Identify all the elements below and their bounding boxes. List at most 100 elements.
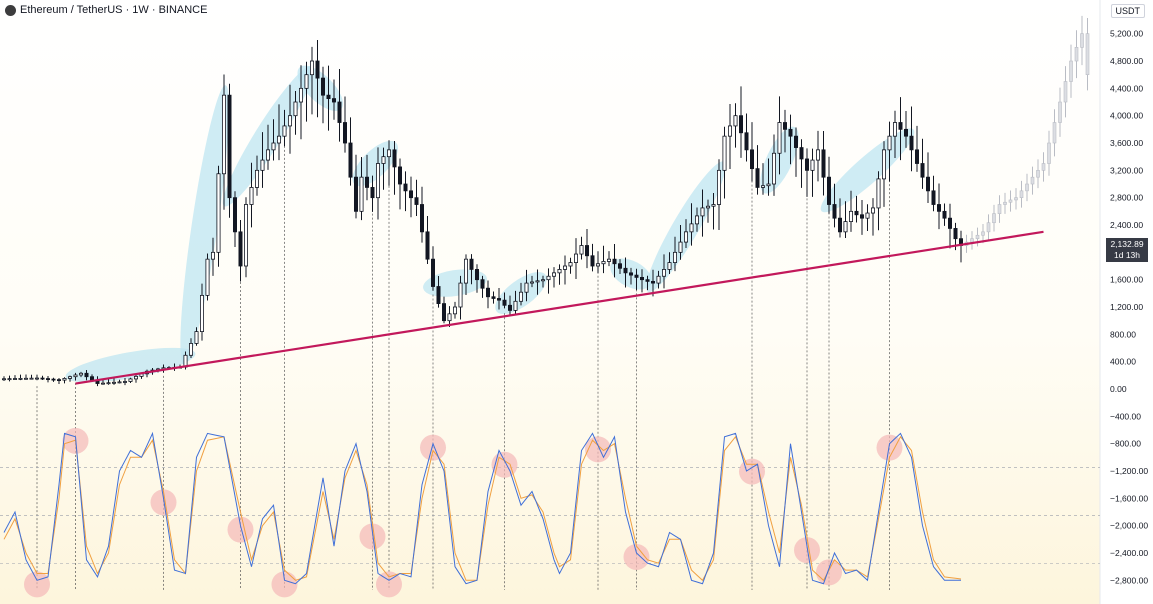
candle-body (304, 74, 309, 89)
candle-body (188, 343, 193, 356)
candle-body (579, 245, 584, 255)
price-axis-background (1100, 0, 1153, 604)
candle-body (953, 228, 958, 240)
candle-body (766, 183, 771, 187)
candle-body (337, 101, 342, 123)
candle-body (23, 377, 28, 380)
candle-body (68, 376, 73, 379)
candle-body (298, 87, 303, 103)
y-tick-label: 1,600.00 (1110, 275, 1143, 285)
projection-body (992, 213, 996, 224)
candle-body (447, 313, 452, 322)
candle-body (227, 94, 232, 199)
projection-body (1025, 183, 1029, 192)
candle-body (722, 135, 727, 171)
candle-body (12, 378, 17, 380)
candle-body (535, 280, 540, 283)
y-tick-label: 2,400.00 (1110, 220, 1143, 230)
projection-body (1047, 142, 1051, 164)
candle-body (898, 122, 903, 130)
candle-body (865, 212, 870, 219)
candle-body (386, 149, 391, 158)
candle-body (744, 132, 749, 151)
candle-body (601, 261, 606, 265)
candle-body (260, 159, 265, 171)
candle-body (827, 176, 832, 205)
candle-body (656, 275, 661, 284)
currency-selector[interactable]: USDT (1110, 4, 1145, 18)
candle-body (678, 241, 683, 253)
y-tick-label: −2,800.00 (1110, 575, 1148, 585)
candle-body (887, 135, 892, 151)
oversold-circle-5 (359, 523, 386, 550)
candle-body (474, 269, 479, 281)
candle-body (585, 245, 590, 257)
candle-body (414, 197, 419, 205)
bar-countdown: 1d 13h (1114, 250, 1140, 260)
candle-body (629, 272, 634, 276)
ethereum-logo-icon (5, 4, 16, 16)
candle-body (799, 147, 804, 160)
oversold-circle-3 (227, 516, 254, 543)
candle-body (755, 168, 760, 188)
candle-body (849, 210, 854, 222)
candle-body (419, 204, 424, 233)
candle-body (320, 77, 325, 96)
y-tick-label: −1,600.00 (1110, 493, 1148, 503)
candle-body (331, 98, 336, 103)
stoch-d-line (3, 435, 962, 582)
candle-body (35, 377, 40, 380)
candle-body (46, 378, 51, 380)
y-tick-label: −800.00 (1110, 439, 1141, 449)
candle-body (640, 276, 645, 281)
candle-body (359, 176, 364, 212)
candle-body (915, 149, 920, 164)
candle-body (79, 372, 84, 376)
oversold-circle-11 (739, 458, 765, 485)
candle-body (194, 331, 199, 344)
oversold-circle-0 (24, 571, 50, 598)
candle-body (507, 304, 512, 311)
y-tick-label: 3,600.00 (1110, 138, 1143, 148)
candle-body (408, 190, 413, 199)
support-trendline (75, 230, 1044, 385)
candle-body (73, 374, 78, 378)
candle-body (221, 94, 226, 175)
candle-body (7, 378, 12, 381)
candle-body (29, 377, 34, 380)
candle-body (232, 197, 237, 233)
candle-body (397, 166, 402, 185)
candle-body (948, 217, 953, 229)
candle-body (810, 159, 815, 171)
candle-body (496, 298, 501, 301)
candle-body (40, 377, 45, 380)
candle-body (326, 94, 331, 99)
candle-body (568, 262, 573, 267)
candle-body (51, 378, 56, 381)
candle-body (761, 185, 766, 188)
candle-body (62, 378, 67, 381)
candle-body (909, 135, 914, 151)
candle-body (84, 372, 89, 378)
candle-body (739, 115, 744, 134)
oversold-circle-10 (623, 543, 650, 570)
projection-body (1069, 60, 1073, 82)
candle-body (772, 152, 777, 185)
projection-body (1036, 170, 1040, 178)
y-tick-label: 800.00 (1110, 329, 1136, 339)
candle-body (238, 231, 243, 267)
candle-body (689, 223, 694, 233)
candle-body (254, 169, 259, 188)
candle-body (342, 122, 347, 144)
candle-body (491, 296, 496, 299)
candle-body (315, 60, 320, 79)
candle-body (750, 149, 755, 170)
y-tick-label: −2,400.00 (1110, 548, 1148, 558)
candle-body (777, 122, 782, 154)
candle-body (695, 215, 700, 225)
candle-body (287, 115, 292, 127)
candle-body (375, 163, 380, 199)
chart-header[interactable]: Ethereum / TetherUS · 1W · BINANCE (5, 4, 207, 16)
